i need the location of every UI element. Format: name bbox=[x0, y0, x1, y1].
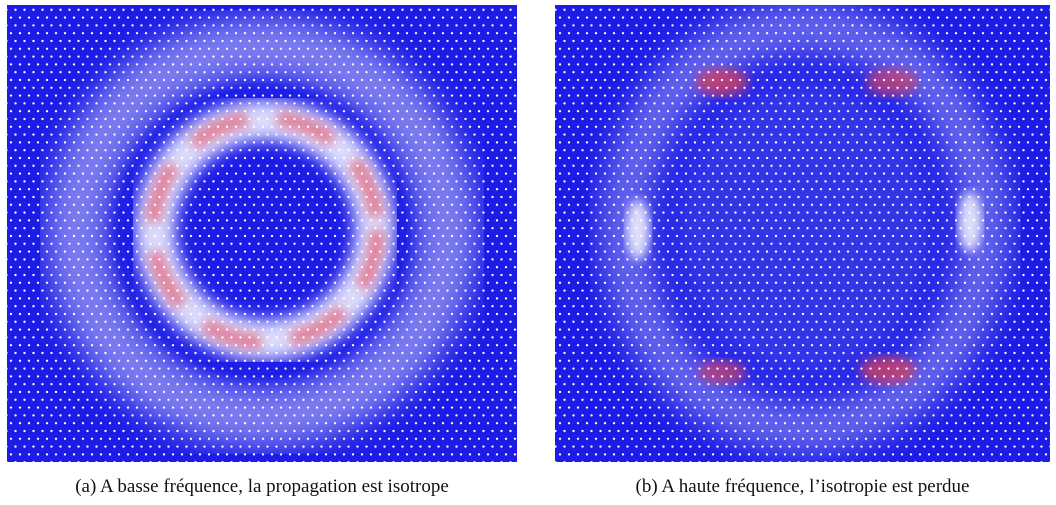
figure-images bbox=[7, 5, 1050, 462]
image-b bbox=[555, 5, 1050, 462]
caption: (a) A basse fréquence, la propagation es… bbox=[75, 476, 449, 497]
image-a bbox=[7, 5, 517, 462]
caption: (b) A haute fréquence, l’isotropie est p… bbox=[635, 476, 970, 497]
